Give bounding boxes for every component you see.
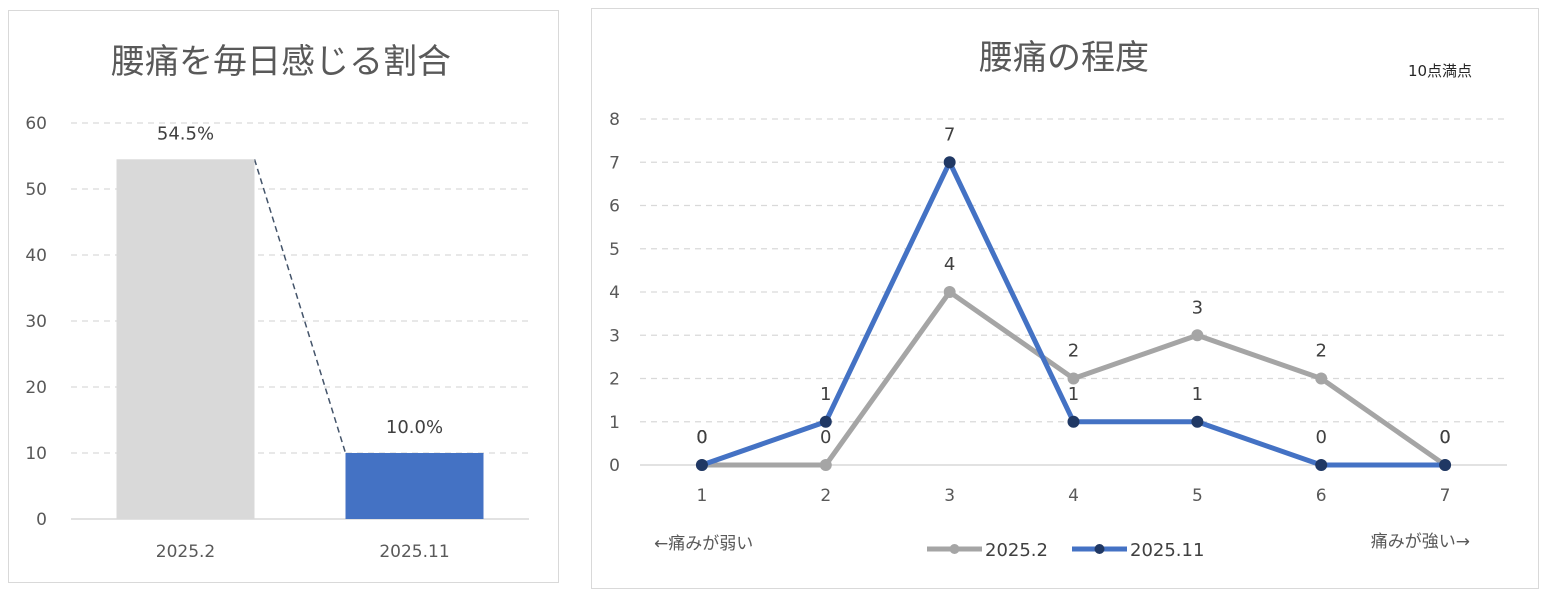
series-point-2025.11 — [1315, 459, 1328, 471]
line-data-label: 2 — [1068, 341, 1079, 362]
bar-x-tick-label: 2025.11 — [379, 542, 449, 562]
line-chart-title: 腰痛の程度 — [979, 38, 1149, 78]
series-point-2025.11 — [1439, 459, 1452, 471]
line-chart-panel: 腰痛の程度 10点満点 0 1 2 3 4 5 6 7 8 1 2 3 4 5 6 7 0 0 4 2 3 2 0 0 1 7… — [591, 8, 1539, 589]
legend-label: 2025.11 — [1130, 540, 1204, 561]
line-y-tick-label: 8 — [609, 110, 620, 130]
line-data-label: 1 — [1068, 384, 1079, 405]
series-point-2025.11 — [1067, 415, 1080, 428]
series-point-2025.2 — [1315, 372, 1328, 385]
line-data-label: 0 — [1315, 427, 1326, 448]
weak-pain-annotation: ←痛みが弱い — [654, 534, 753, 554]
line-x-tick-label: 6 — [1316, 486, 1327, 506]
line-y-tick-label: 5 — [609, 240, 620, 260]
bar-chart-panel: 腰痛を毎日感じる割合 0 10 20 30 40 50 60 54.5% 10.0% 2025… — [8, 10, 559, 583]
bar-data-label: 10.0% — [386, 417, 443, 438]
line-y-tick-label: 6 — [609, 197, 620, 217]
bar-2025.11 — [345, 453, 484, 519]
bar-y-tick-label: 0 — [36, 510, 47, 530]
series-point-2025.2 — [943, 286, 956, 298]
legend-swatch-marker — [949, 544, 960, 554]
line-data-label: 0 — [1439, 427, 1450, 448]
bar-y-tick-label: 30 — [25, 312, 47, 332]
series-point-2025.2 — [819, 459, 832, 471]
legend-swatch-marker — [1094, 544, 1105, 554]
bar-x-tick-label: 2025.2 — [156, 542, 215, 562]
line-data-label: 2 — [1315, 341, 1326, 362]
line-y-tick-label: 4 — [609, 283, 620, 303]
series-point-2025.2 — [1191, 329, 1204, 342]
line-y-tick-label: 2 — [609, 370, 620, 390]
line-y-tick-label: 0 — [609, 456, 620, 476]
strong-pain-annotation: 痛みが強い→ — [1371, 532, 1470, 552]
line-chart: 腰痛の程度 10点満点 0 1 2 3 4 5 6 7 8 1 2 3 4 5 6 7 0 0 4 2 3 2 0 0 1 7… — [609, 38, 1507, 561]
line-y-tick-label: 7 — [609, 153, 620, 173]
line-y-tick-label: 1 — [609, 413, 620, 433]
series-point-2025.11 — [1191, 415, 1204, 428]
bar-y-tick-label: 40 — [25, 246, 47, 266]
bar-2025.2 — [116, 159, 255, 520]
line-data-label: 4 — [944, 254, 955, 275]
line-x-tick-label: 5 — [1192, 486, 1203, 506]
series-point-2025.2 — [1067, 372, 1080, 385]
line-data-label: 0 — [696, 427, 707, 448]
bar-connector-line — [253, 159, 347, 454]
bar-y-tick-label: 50 — [25, 180, 47, 200]
bar-y-tick-label: 20 — [25, 378, 47, 398]
bar-chart: 腰痛を毎日感じる割合 0 10 20 30 40 50 60 54.5% 10.0% 2025… — [25, 42, 529, 562]
line-x-tick-label: 3 — [944, 486, 955, 506]
bar-y-tick-label: 10 — [25, 444, 47, 464]
series-point-2025.11 — [819, 415, 832, 428]
line-x-tick-label: 1 — [697, 486, 708, 506]
legend-label: 2025.2 — [985, 540, 1048, 561]
series-point-2025.11 — [943, 156, 956, 169]
score-note: 10点満点 — [1408, 62, 1472, 80]
line-data-label: 1 — [820, 384, 831, 405]
line-x-tick-label: 2 — [820, 486, 831, 506]
series-point-2025.11 — [695, 459, 708, 471]
bar-y-tick-label: 60 — [25, 114, 47, 134]
line-data-label: 3 — [1192, 297, 1203, 318]
line-x-tick-label: 4 — [1068, 486, 1079, 506]
line-y-tick-label: 3 — [609, 326, 620, 346]
line-data-label: 1 — [1192, 384, 1203, 405]
line-x-tick-label: 7 — [1440, 486, 1451, 506]
line-data-label: 0 — [696, 427, 707, 448]
line-data-label: 0 — [820, 427, 831, 448]
line-data-label: 7 — [944, 124, 955, 145]
bar-chart-title: 腰痛を毎日感じる割合 — [111, 42, 451, 82]
bar-data-label: 54.5% — [157, 123, 214, 144]
line-data-label: 0 — [1439, 427, 1450, 448]
